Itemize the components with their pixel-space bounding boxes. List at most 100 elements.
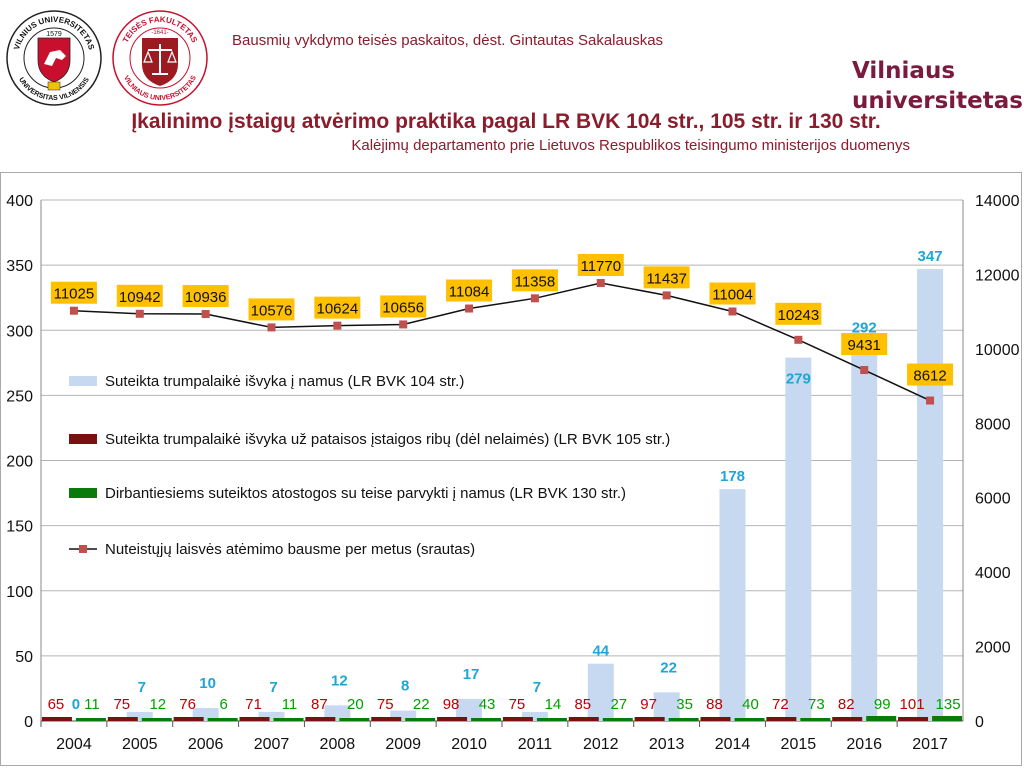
legend-line-marker bbox=[79, 545, 87, 553]
x-tick-label-10: 2014 bbox=[715, 736, 751, 753]
label-104-2016: 292 bbox=[852, 320, 877, 337]
line-label-2010: 11084 bbox=[449, 284, 490, 301]
bar-104-2015 bbox=[785, 357, 812, 721]
y-tick-label-7: 350 bbox=[6, 258, 33, 275]
label-130-2016: 99 bbox=[874, 696, 891, 713]
label-104-2009: 8 bbox=[401, 678, 409, 695]
x-tick-label-0: 2004 bbox=[56, 736, 92, 753]
bar-130-2013 bbox=[668, 718, 699, 721]
line-label-box-2017 bbox=[907, 363, 954, 386]
bar-105-2004 bbox=[41, 717, 72, 721]
bar-104-2017 bbox=[917, 269, 944, 721]
slide-subtitle: Kalėjimų departamento prie Lietuvos Resp… bbox=[351, 137, 910, 154]
label-104-2007: 7 bbox=[269, 679, 277, 696]
x-tick-label-4: 2008 bbox=[320, 736, 356, 753]
label-130-2008: 20 bbox=[347, 696, 364, 713]
bar-105-2012 bbox=[568, 717, 599, 721]
university-logo: VILNIUS UNIVERSITETAS UNIVERSITAS VILNEN… bbox=[4, 8, 104, 108]
line-point-2007 bbox=[267, 323, 276, 332]
label-130-2005: 12 bbox=[149, 696, 166, 713]
label-104-2015: 279 bbox=[786, 371, 811, 388]
legend-130-swatch bbox=[69, 488, 97, 498]
bar-105-2016 bbox=[832, 717, 863, 721]
y-tick-label-8: 400 bbox=[6, 193, 33, 210]
bar-104-2009 bbox=[390, 710, 417, 721]
line-label-2004: 11025 bbox=[54, 286, 95, 303]
line-point-2005 bbox=[135, 309, 144, 318]
brand-line-1: Vilniaus bbox=[852, 58, 956, 84]
y2-tick-label-2: 4000 bbox=[975, 565, 1011, 582]
legend-line-label: Nuteistųjų laisvės atėmimo bausme per me… bbox=[105, 541, 475, 558]
line-label-2005: 10942 bbox=[119, 289, 161, 306]
y2-tick-label-7: 14000 bbox=[975, 193, 1020, 210]
y2-tick-label-5: 10000 bbox=[975, 342, 1020, 359]
label-104-2013: 22 bbox=[660, 659, 677, 676]
line-point-2012 bbox=[596, 278, 605, 287]
bar-130-2007 bbox=[273, 718, 304, 721]
line-label-2008: 10624 bbox=[316, 301, 358, 318]
bar-104-2016 bbox=[851, 340, 878, 721]
label-130-2009: 22 bbox=[413, 696, 430, 713]
bar-104-2011 bbox=[521, 711, 548, 721]
label-104-2004: 0 bbox=[72, 696, 80, 713]
line-label-2017: 8612 bbox=[913, 368, 946, 385]
faculty-logo: TEISĖS FAKULTETAS VILNIAUS UNIVERSITETAS… bbox=[110, 8, 210, 108]
bar-130-2011 bbox=[536, 718, 567, 721]
line-label-box-2005 bbox=[116, 284, 163, 307]
bar-104-2014 bbox=[719, 489, 746, 721]
x-tick-label-9: 2013 bbox=[649, 736, 685, 753]
y-tick-label-0: 0 bbox=[24, 714, 33, 731]
line-label-box-2015 bbox=[775, 302, 822, 325]
line-series-srautas bbox=[73, 282, 931, 402]
label-104-2010: 17 bbox=[463, 666, 480, 683]
label-130-2004: 11 bbox=[84, 696, 100, 713]
label-130-2007: 11 bbox=[282, 696, 298, 713]
line-label-2007: 10576 bbox=[251, 302, 293, 319]
line-label-2014: 11004 bbox=[712, 286, 753, 303]
y-tick-label-4: 200 bbox=[6, 454, 33, 471]
bar-105-2009 bbox=[371, 717, 402, 721]
label-105-2006: 76 bbox=[179, 696, 196, 713]
bar-105-2011 bbox=[502, 717, 533, 721]
bar-130-2005 bbox=[141, 718, 172, 721]
label-105-2009: 75 bbox=[377, 696, 394, 713]
line-label-2012: 11770 bbox=[580, 258, 621, 275]
y-tick-label-3: 150 bbox=[6, 519, 33, 536]
line-label-2011: 11358 bbox=[515, 273, 556, 290]
bar-130-2015 bbox=[800, 718, 831, 721]
line-point-2016 bbox=[860, 366, 869, 375]
bar-105-2005 bbox=[107, 717, 138, 721]
line-point-2009 bbox=[399, 320, 408, 329]
label-104-2008: 12 bbox=[331, 672, 348, 689]
line-label-box-2006 bbox=[182, 285, 229, 308]
brand-line-2: universitetas bbox=[852, 88, 1023, 114]
line-point-2004 bbox=[69, 306, 78, 315]
bar-104-2010 bbox=[456, 698, 483, 721]
legend-105-swatch bbox=[69, 434, 97, 444]
bar-130-2006 bbox=[207, 718, 238, 721]
bar-130-2012 bbox=[602, 718, 633, 721]
line-label-box-2012 bbox=[577, 253, 624, 276]
label-130-2013: 35 bbox=[676, 696, 693, 713]
label-130-2014: 40 bbox=[742, 696, 759, 713]
logo-fac-year: -1641- bbox=[151, 30, 168, 36]
label-105-2012: 85 bbox=[574, 696, 591, 713]
legend-105-label: Suteikta trumpalaikė išvyka už pataisos … bbox=[105, 431, 670, 448]
line-label-2015: 10243 bbox=[777, 307, 819, 324]
label-130-2006: 6 bbox=[219, 696, 227, 713]
label-105-2013: 97 bbox=[640, 696, 657, 713]
brand-wordmark: Vilniaus universitetas bbox=[852, 56, 1023, 116]
line-point-2011 bbox=[530, 294, 539, 303]
line-label-2006: 10936 bbox=[185, 289, 227, 306]
label-105-2007: 71 bbox=[245, 696, 262, 713]
line-label-box-2014 bbox=[709, 282, 756, 305]
x-tick-label-8: 2012 bbox=[583, 736, 619, 753]
bar-104-2005 bbox=[126, 711, 153, 721]
bar-130-2010 bbox=[471, 718, 502, 721]
line-point-2017 bbox=[926, 396, 935, 405]
line-point-2013 bbox=[662, 291, 671, 300]
bar-105-2017 bbox=[898, 717, 929, 721]
label-130-2017: 135 bbox=[936, 696, 961, 713]
bar-105-2010 bbox=[437, 717, 468, 721]
bar-105-2013 bbox=[634, 717, 665, 721]
